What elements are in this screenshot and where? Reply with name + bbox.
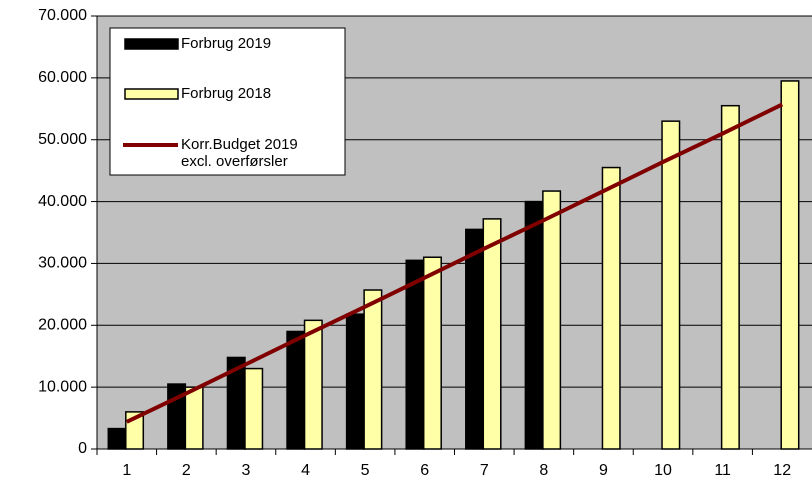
y-tick-label: 70.000 (38, 7, 87, 24)
x-tick-label: 3 (242, 462, 251, 479)
x-tick-label: 12 (773, 462, 791, 479)
legend-label: Korr.Budget 2019 excl. overførsler (181, 136, 298, 170)
x-tick-label: 9 (599, 462, 608, 479)
bar (286, 330, 306, 450)
legend-entry: Forbrug 2019 (181, 35, 272, 52)
bar (244, 367, 264, 450)
bar (542, 190, 562, 450)
bar (405, 259, 425, 450)
bar (720, 104, 740, 450)
x-tick-label: 11 (714, 462, 731, 479)
x-tick-label: 6 (420, 462, 429, 479)
bar (780, 80, 800, 450)
legend-label: Forbrug 2019 (181, 35, 272, 52)
x-tick-label: 4 (301, 462, 310, 479)
bar (482, 218, 502, 450)
bar (661, 120, 681, 450)
bar (601, 166, 621, 450)
legend-swatch (124, 88, 179, 100)
bar (363, 289, 383, 450)
x-tick-label: 1 (122, 462, 131, 479)
legend-label: Forbrug 2018 (181, 85, 272, 102)
y-tick-label: 0 (78, 440, 87, 457)
x-tick-label: 8 (539, 462, 548, 479)
y-tick-label: 60.000 (38, 69, 87, 86)
x-tick-label: 10 (654, 462, 672, 479)
y-tick-label: 30.000 (38, 255, 87, 272)
legend-entry: Korr.Budget 2019 excl. overførsler (181, 136, 298, 170)
y-tick-label: 10.000 (38, 378, 87, 395)
bar (107, 427, 127, 450)
bar (465, 228, 485, 450)
line (125, 102, 784, 424)
bar (303, 319, 323, 450)
x-tick-label: 2 (182, 462, 191, 479)
legend-swatch (124, 38, 179, 50)
bar (184, 386, 204, 450)
x-tick-label: 5 (361, 462, 370, 479)
legend-box (109, 27, 346, 176)
x-tick-label: 7 (480, 462, 489, 479)
y-tick-label: 20.000 (38, 317, 87, 334)
y-tick-label: 40.000 (38, 193, 87, 210)
y-tick-label: 50.000 (38, 131, 87, 148)
bar (345, 313, 365, 450)
legend-entry: Forbrug 2018 (181, 85, 272, 102)
bar (422, 256, 442, 450)
bar (524, 200, 544, 450)
